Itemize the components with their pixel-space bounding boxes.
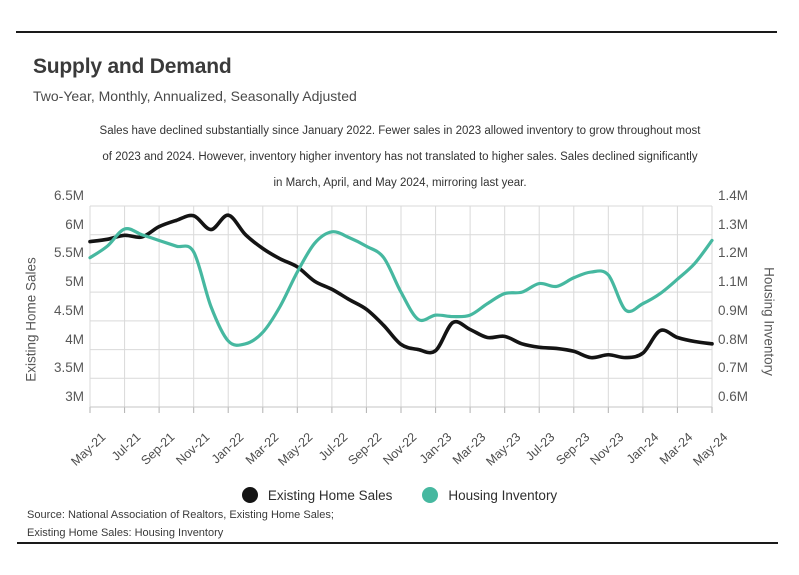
bottom-divider <box>17 542 778 544</box>
legend-label: Housing Inventory <box>448 487 558 503</box>
right-axis-tick-label: 1.1M <box>718 274 749 290</box>
left-axis-tick-label: 3M <box>65 389 84 404</box>
legend-label: Existing Home Sales <box>267 487 393 503</box>
annotation-line: of 2023 and 2024. However, inventory hig… <box>102 151 698 163</box>
right-axis-tick-label: 0.6M <box>718 389 749 404</box>
left-axis-tick-label: 6M <box>65 216 84 232</box>
right-axis-tick-label: 0.8M <box>718 331 749 347</box>
legend-item-housing-inventory: Housing Inventory <box>422 487 557 503</box>
chart-annotation: Sales have declined substantially since … <box>40 118 760 196</box>
legend-item-existing-home-sales: Existing Home Sales <box>241 487 393 503</box>
chart-legend: Existing Home Sales Housing Inventory <box>0 487 799 503</box>
left-axis-tick-label: 4.5M <box>53 302 84 318</box>
top-divider <box>16 31 777 33</box>
page-subtitle: Two-Year, Monthly, Annualized, Seasonall… <box>33 88 357 104</box>
existing-home-sales-dot-icon <box>241 487 258 503</box>
left-axis-tick-label: 4M <box>65 331 84 347</box>
left-axis-tick-label: 5.5M <box>53 245 84 261</box>
right-axis-tick-label: 0.9M <box>718 302 749 318</box>
existing-home-sales-line <box>88 213 714 360</box>
left-axis-tick-label: 6.5M <box>53 188 84 203</box>
housing-inventory-dot-icon <box>422 487 439 503</box>
housing-inventory-line <box>88 226 714 347</box>
right-axis-tick-label: 1.2M <box>718 245 749 261</box>
left-axis-tick-label: 3.5M <box>53 360 84 376</box>
annotation-line: in March, April, and May 2024, mirroring… <box>273 177 527 189</box>
left-axis-tick-label: 5M <box>65 274 84 290</box>
right-axis-tick-label: 1.3M <box>718 216 749 232</box>
right-axis-title: Housing Inventory <box>761 267 777 376</box>
page-title: Supply and Demand <box>33 55 232 78</box>
annotation-line: Sales have declined substantially since … <box>99 125 701 137</box>
source-line-2: Existing Home Sales: Housing Inventory <box>27 527 224 539</box>
left-axis-title: Existing Home Sales <box>23 257 39 382</box>
right-axis-tick-label: 1.4M <box>718 188 749 203</box>
right-axis-tick-label: 0.7M <box>718 360 749 376</box>
source-line-1: Source: National Association of Realtors… <box>27 509 334 521</box>
